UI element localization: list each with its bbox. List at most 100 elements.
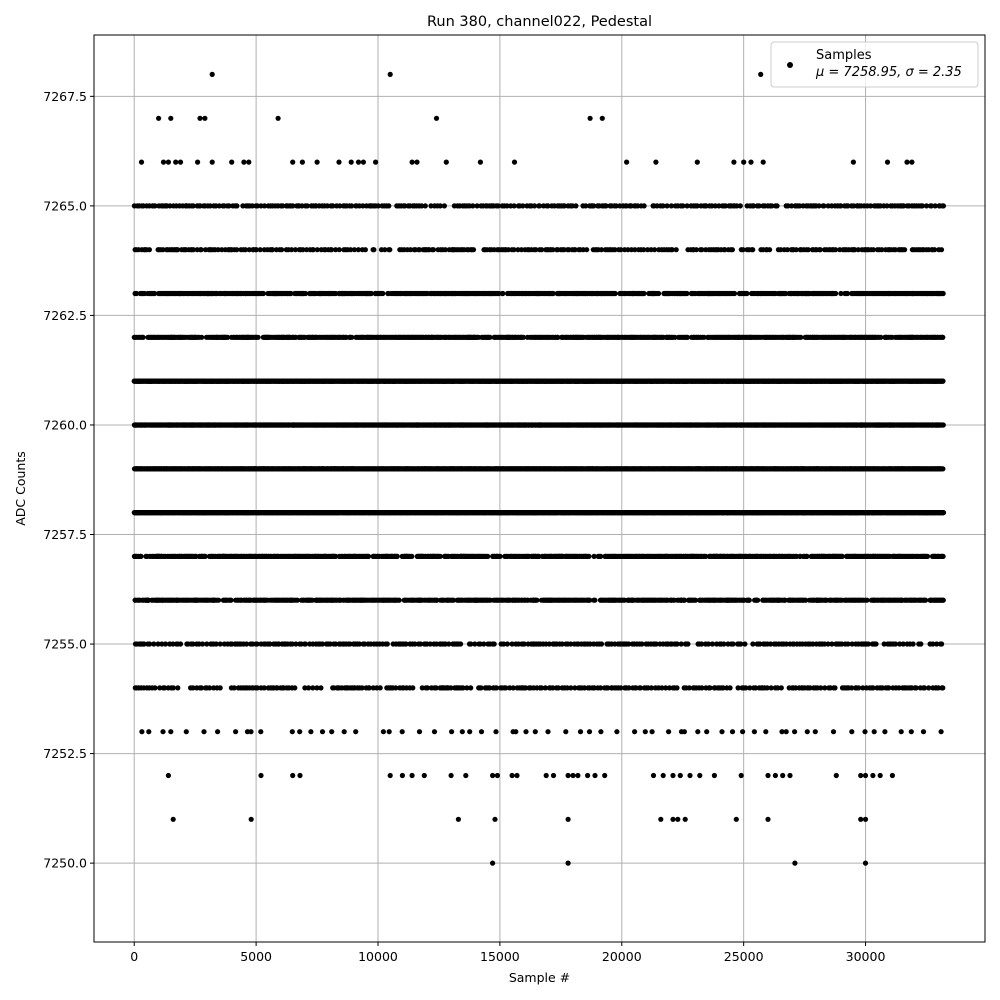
data-point <box>598 729 604 735</box>
data-point <box>302 685 308 691</box>
data-point <box>190 685 196 691</box>
data-point <box>297 772 303 779</box>
data-point <box>170 685 176 691</box>
data-point <box>478 685 484 691</box>
data-point <box>605 685 611 691</box>
data-point <box>807 685 813 691</box>
data-point <box>940 509 947 516</box>
data-point <box>870 685 876 691</box>
data-point <box>871 729 877 735</box>
data-point <box>467 729 473 735</box>
data-point <box>416 729 423 735</box>
data-point <box>417 641 424 647</box>
data-point <box>421 772 427 779</box>
data-point <box>592 597 598 603</box>
data-point <box>822 685 828 691</box>
data-point <box>160 729 166 735</box>
data-point <box>294 597 300 603</box>
data-point <box>522 685 529 691</box>
data-point <box>677 772 683 779</box>
data-point <box>913 685 919 691</box>
data-point <box>898 729 904 735</box>
data-point <box>862 729 868 735</box>
data-point <box>746 597 752 603</box>
data-point <box>409 772 415 779</box>
data-point <box>327 641 333 647</box>
data-point <box>542 685 549 691</box>
data-point <box>923 597 929 603</box>
data-point <box>738 641 744 647</box>
data-point <box>896 685 902 691</box>
data-point <box>377 685 383 691</box>
data-point <box>575 772 581 779</box>
data-point <box>873 641 879 647</box>
data-point <box>292 685 298 691</box>
data-point <box>302 641 308 647</box>
data-point <box>394 553 400 560</box>
data-point <box>387 772 393 779</box>
data-point <box>920 729 927 735</box>
data-point <box>151 641 157 647</box>
data-point <box>892 641 899 647</box>
data-point <box>740 729 746 735</box>
data-point <box>490 772 496 779</box>
data-point <box>384 641 390 647</box>
data-point <box>832 685 838 691</box>
data-point <box>386 729 392 735</box>
data-point <box>910 641 916 647</box>
data-point <box>509 641 515 647</box>
data-point <box>359 685 365 691</box>
data-point <box>261 685 267 691</box>
data-point <box>217 685 223 691</box>
data-point <box>434 597 440 603</box>
data-point <box>633 685 639 691</box>
data-point <box>882 729 888 735</box>
data-point <box>804 729 810 735</box>
data-point <box>431 729 438 735</box>
data-point <box>213 641 219 647</box>
data-point <box>663 685 669 691</box>
data-point <box>314 685 320 691</box>
data-point <box>720 685 726 691</box>
data-point <box>248 729 254 735</box>
data-point <box>289 729 295 735</box>
data-point <box>493 729 499 735</box>
data-point <box>510 685 516 691</box>
data-point <box>244 641 250 647</box>
data-point <box>550 685 556 691</box>
data-point <box>477 641 483 647</box>
data-point <box>460 685 466 691</box>
data-point <box>403 641 409 647</box>
data-point <box>678 641 684 647</box>
data-point <box>870 772 876 779</box>
data-point <box>190 641 196 647</box>
data-point <box>293 641 299 647</box>
data-point <box>704 729 710 735</box>
data-point <box>729 729 736 735</box>
data-point <box>217 641 223 647</box>
data-point <box>833 772 839 779</box>
data-point <box>409 553 415 560</box>
data-point <box>157 685 163 691</box>
data-point <box>310 685 316 691</box>
data-point <box>845 641 851 647</box>
data-point <box>778 685 784 691</box>
data-point <box>356 641 362 647</box>
data-point <box>146 729 152 735</box>
data-point <box>924 553 931 560</box>
data-point <box>695 729 701 735</box>
data-point <box>233 729 239 735</box>
data-point <box>433 685 439 691</box>
data-point <box>886 685 892 691</box>
data-point <box>626 685 632 691</box>
data-point <box>487 685 493 691</box>
data-point <box>534 597 540 603</box>
data-point <box>650 772 657 779</box>
data-point <box>686 685 692 691</box>
data-point <box>419 685 425 691</box>
data-point <box>228 597 234 603</box>
data-point <box>666 685 673 691</box>
data-point <box>427 641 433 647</box>
data-point <box>670 772 676 779</box>
